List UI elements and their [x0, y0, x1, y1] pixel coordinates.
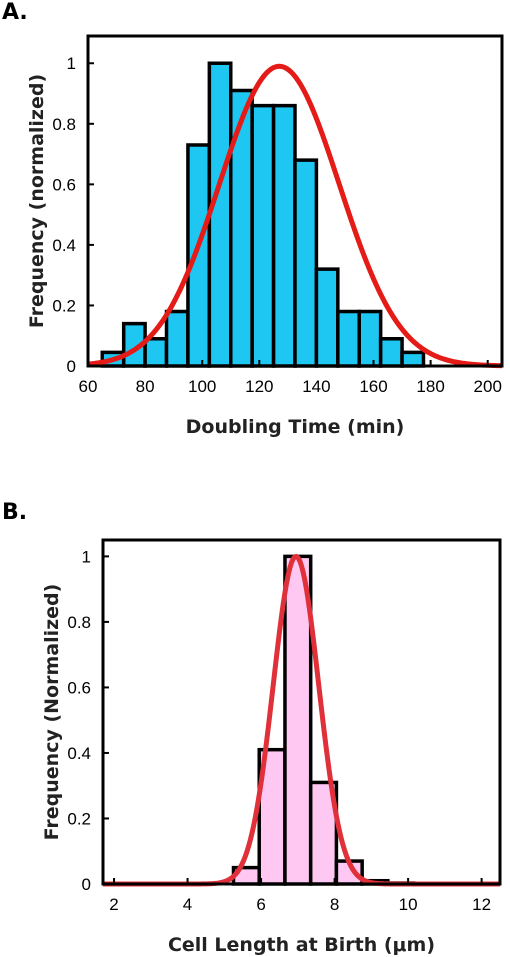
chart-b-xtick-label: 4 — [183, 895, 192, 914]
chart-a-bar — [143, 337, 169, 368]
chart-a-xtick-label: 100 — [188, 377, 216, 396]
chart-a-plot-frame — [86, 34, 504, 368]
chart-a-xtick-label: 160 — [359, 377, 387, 396]
chart-a-x-axis-title: Doubling Time (min) — [186, 416, 405, 438]
chart-a-bar — [229, 88, 254, 368]
chart-a-bar — [164, 309, 190, 368]
chart-b-y-axis-title: Frequency (Normalized) — [41, 584, 63, 841]
chart-a-bar — [186, 143, 212, 368]
chart-b-ytick-label: 0.6 — [67, 678, 91, 697]
chart-a-xtick-label: 120 — [245, 377, 273, 396]
panel-label-a: A. — [2, 0, 28, 25]
chart-a-xtick-label: 60 — [79, 377, 98, 396]
chart-a-bar — [250, 103, 276, 368]
chart-a-bar — [357, 309, 383, 368]
chart-a-xtick-label: 140 — [302, 377, 330, 396]
chart-b-x-axis-title: Cell Length at Birth (μm) — [168, 934, 435, 956]
chart-a-bar — [314, 267, 340, 368]
chart-b-xtick-label: 2 — [109, 895, 118, 914]
chart-a-ytick-label: 0.2 — [52, 296, 76, 315]
chart-b-plot-frame — [101, 538, 502, 886]
chart-a-ytick-label: 1 — [67, 54, 76, 73]
chart-b-ytick-label: 0.8 — [67, 613, 91, 632]
chart-a-fit-curve — [87, 63, 503, 369]
chart-a-ytick-label: 0.6 — [52, 175, 76, 194]
chart-a-bar — [336, 309, 361, 368]
chart-b-xtick-label: 6 — [256, 895, 265, 914]
chart-b-xtick-label: 10 — [399, 895, 418, 914]
chart-a-bar — [400, 350, 426, 368]
chart-b-ytick-label: 0.2 — [67, 809, 91, 828]
chart-b-ytick-label: 0.4 — [67, 744, 91, 763]
panel-label-b: B. — [2, 500, 28, 525]
chart-a-ytick-label: 0.8 — [52, 115, 76, 134]
chart-a-xtick-label: 180 — [416, 377, 444, 396]
chart-a-bar — [207, 61, 233, 368]
chart-b-bar — [283, 554, 313, 886]
chart-a-bar — [293, 158, 319, 368]
chart-b-ytick-label: 1 — [82, 547, 91, 566]
chart-b-xtick-label: 12 — [472, 895, 491, 914]
chart-b-xtick-label: 8 — [330, 895, 339, 914]
chart-a-ytick-label: 0 — [67, 357, 76, 376]
chart-b-ytick-label: 0 — [82, 875, 91, 894]
chart-a-bar — [271, 103, 297, 368]
chart-a-xtick-label: 80 — [136, 377, 155, 396]
chart-a-ytick-label: 0.4 — [52, 236, 76, 255]
chart-a-bar — [378, 337, 404, 368]
chart-a-y-axis-title: Frequency (normalized) — [26, 74, 48, 328]
chart-a-xtick-label: 200 — [474, 377, 502, 396]
